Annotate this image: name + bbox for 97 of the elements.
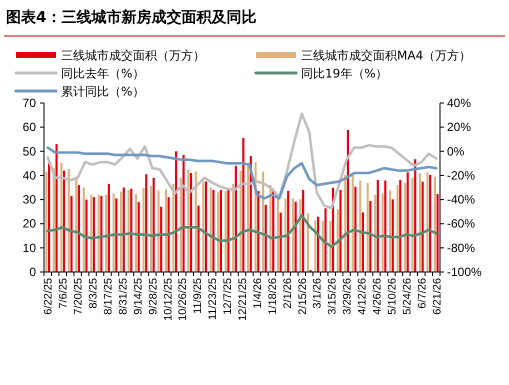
bar — [90, 194, 92, 272]
x-tick-label: 1/4/26 — [252, 278, 264, 309]
x-tick-label: 7/20/25 — [72, 278, 85, 315]
x-tick-label: 6/22/25 — [42, 278, 55, 315]
y2-tick-label: 20% — [447, 120, 472, 134]
bar — [366, 182, 369, 272]
bar — [98, 194, 100, 272]
x-tick-label: 3/15/26 — [326, 278, 339, 315]
line-series — [46, 112, 438, 210]
x-tick-label: 9/14/25 — [132, 278, 144, 315]
bar — [194, 171, 197, 272]
bar — [257, 191, 260, 272]
x-tick-label: 12/21/25 — [237, 278, 249, 321]
bar — [392, 199, 394, 272]
bar — [414, 159, 416, 272]
y2-tick-label: 40% — [447, 96, 472, 110]
bar — [108, 184, 110, 272]
bar — [436, 194, 439, 272]
bar — [217, 192, 220, 272]
bar — [82, 188, 85, 272]
bar — [280, 212, 282, 272]
bar — [399, 180, 402, 272]
legend-label: 累计同比（%） — [61, 84, 144, 98]
x-tick-label: 8/31/25 — [117, 278, 130, 315]
x-tick-label: 12/7/25 — [222, 278, 234, 315]
bar — [68, 168, 70, 272]
y2-tick-label: -80% — [447, 240, 476, 255]
bar — [122, 188, 125, 272]
bar — [429, 174, 432, 272]
y-tick-label: 40 — [22, 168, 36, 182]
y-tick-label: 10 — [22, 240, 36, 255]
bar — [418, 173, 422, 272]
y2-tick-label: 0% — [447, 144, 465, 158]
bar — [376, 180, 379, 272]
bar — [336, 209, 339, 272]
bar — [352, 174, 354, 272]
y-tick-label: 0 — [29, 265, 36, 279]
bar — [422, 182, 424, 272]
y2-tick-label: -40% — [447, 192, 476, 207]
legend-label: 同比19年（%） — [301, 66, 388, 80]
legend-label: 三线城市成交面积MA4（万方） — [301, 48, 472, 62]
bar — [152, 178, 155, 272]
bar — [142, 188, 145, 272]
x-tick-label: 3/1/26 — [312, 278, 324, 309]
bar — [164, 189, 168, 272]
bar — [359, 180, 362, 272]
bar — [287, 190, 290, 272]
x-tick-label: 11/23/25 — [207, 278, 220, 320]
bar — [411, 178, 414, 272]
y2-tick-label: -100% — [447, 265, 482, 279]
bar — [329, 220, 332, 272]
y-tick-label: 60 — [22, 120, 36, 134]
y-tick-label: 20 — [22, 216, 36, 231]
bar — [145, 174, 148, 272]
bar — [120, 192, 122, 272]
x-tick-label: 11/9/25 — [192, 278, 204, 314]
bar — [138, 202, 140, 272]
x-tick-label: 9/28/25 — [147, 278, 160, 315]
x-tick-label: 7/6/25 — [58, 278, 70, 309]
x-tick-label: 8/3/25 — [88, 278, 100, 309]
x-tick-label: 3/29/26 — [342, 278, 354, 315]
line-series — [46, 146, 438, 200]
x-tick-label: 6/7/26 — [416, 278, 428, 309]
bar — [406, 172, 409, 272]
legend-label: 同比去年（%） — [61, 66, 144, 80]
bar — [344, 174, 346, 272]
bar — [232, 184, 234, 272]
bar — [384, 180, 386, 272]
y-tick-label: 70 — [22, 96, 36, 110]
y2-tick-label: -60% — [447, 216, 476, 231]
bar — [45, 172, 48, 272]
bar — [130, 188, 132, 272]
x-tick-label: 1/18/26 — [266, 278, 279, 315]
bar — [75, 176, 78, 272]
chart-title: 图表4：三线城市新房成交面积及同比 — [6, 8, 256, 26]
x-tick-label: 4/26/26 — [371, 278, 384, 315]
x-tick-label: 8/17/25 — [102, 278, 115, 315]
x-tick-label: 6/21/26 — [431, 278, 444, 315]
x-tick-label: 2/15/26 — [296, 278, 309, 315]
x-tick-label: 2/1/26 — [282, 278, 294, 309]
legend-label: 三线城市成交面积（万方） — [61, 48, 205, 62]
x-tick-label: 5/24/26 — [401, 278, 414, 315]
y-tick-label: 30 — [22, 192, 36, 207]
y2-tick-label: -20% — [447, 168, 476, 182]
x-tick-label: 4/12/26 — [356, 278, 369, 315]
bar — [202, 181, 204, 272]
bar — [210, 188, 212, 272]
bar — [434, 176, 436, 272]
bar — [224, 191, 227, 272]
y-tick-label: 50 — [22, 144, 36, 158]
bar — [264, 204, 267, 272]
x-tick-label: 10/26/25 — [177, 278, 190, 321]
bar — [426, 172, 429, 272]
x-tick-label: 10/12/25 — [162, 278, 174, 321]
x-tick-label: 5/10/26 — [386, 278, 398, 315]
bar — [389, 190, 392, 272]
line-series — [46, 214, 438, 248]
